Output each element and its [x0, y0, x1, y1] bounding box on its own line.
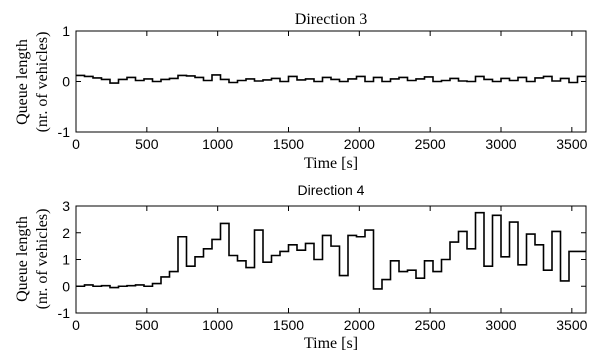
- x-tick-label: 0: [72, 317, 80, 333]
- y-tick-label: 0: [62, 278, 70, 294]
- x-tick-label: 1000: [202, 317, 233, 333]
- x-tick-label: 500: [135, 136, 159, 152]
- y-axis-label-line-1: Queue length: [14, 216, 31, 302]
- x-axis-label: Time [s]: [304, 335, 358, 352]
- y-axis-label-line-2: (nr. of vehicles): [34, 32, 51, 133]
- y-axis-label-line-2: (nr. of vehicles): [34, 209, 51, 310]
- chart-direction-4: Direction 4 Queue length (nr. of vehicle…: [14, 182, 588, 352]
- x-tick-label: 2500: [415, 317, 446, 333]
- chart-direction-3: Direction 3 Queue length (nr. of vehicle…: [14, 11, 588, 172]
- chart-title: Direction 4: [298, 182, 365, 198]
- y-axis-label: Queue length (nr. of vehicles): [14, 32, 51, 133]
- x-tick-label: 3500: [556, 317, 587, 333]
- y-tick-label: 1: [62, 23, 70, 39]
- x-tick-label: 500: [135, 317, 159, 333]
- ticks: 0 500 1000 1500 2000 2500 3000 3500-101: [58, 23, 588, 152]
- y-tick-label: -1: [58, 124, 71, 140]
- y-tick-label: -1: [58, 305, 71, 321]
- series-line: [76, 211, 586, 290]
- x-tick-label: 2000: [344, 317, 375, 333]
- y-axis-label: Queue length (nr. of vehicles): [14, 209, 51, 310]
- x-tick-label: 1500: [273, 317, 304, 333]
- x-tick-label: 3000: [485, 317, 516, 333]
- series-line: [76, 74, 586, 84]
- x-tick-label: 0: [72, 136, 80, 152]
- x-tick-label: 2000: [344, 136, 375, 152]
- x-axis-label: Time [s]: [304, 155, 358, 172]
- x-tick-label: 2500: [415, 136, 446, 152]
- x-tick-label: 1000: [202, 136, 233, 152]
- y-tick-label: 2: [62, 225, 70, 241]
- chart-title: Direction 3: [295, 11, 367, 28]
- y-tick-label: 0: [62, 74, 70, 90]
- y-axis-label-line-1: Queue length: [14, 39, 31, 125]
- y-tick-label: 1: [62, 252, 70, 268]
- x-tick-label: 3000: [485, 136, 516, 152]
- y-tick-label: 3: [62, 198, 70, 214]
- x-tick-label: 1500: [273, 136, 304, 152]
- x-tick-label: 3500: [556, 136, 587, 152]
